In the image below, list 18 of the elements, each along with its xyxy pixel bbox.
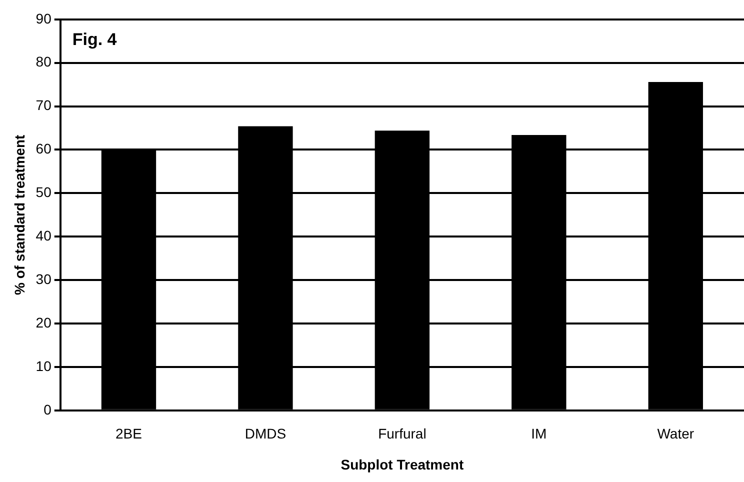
- x-tick-label: Water: [657, 426, 694, 442]
- y-axis-title: % of standard treatment: [11, 134, 28, 296]
- y-tick-label: 60: [36, 140, 52, 157]
- y-tick-label: 40: [36, 227, 52, 244]
- x-tick-label: 2BE: [116, 426, 142, 442]
- text: Fig. 4: [72, 30, 118, 50]
- y-tick-label: 70: [36, 97, 52, 114]
- y-tick-label: 20: [36, 314, 52, 330]
- x-tick-label: IM: [531, 426, 547, 442]
- y-tick-label: 50: [36, 184, 52, 200]
- x-tick-label: Furfural: [378, 426, 426, 442]
- y-tick-label: 10: [36, 358, 52, 374]
- x-tick-label: DMDS: [244, 426, 286, 442]
- y-tick-label: 80: [36, 54, 52, 70]
- y-tick-label: 0: [44, 401, 52, 418]
- y-tick-label: 30: [36, 270, 52, 287]
- y-tick-label: 90: [36, 10, 52, 26]
- x-axis-title: Subplot Treatment: [340, 456, 464, 472]
